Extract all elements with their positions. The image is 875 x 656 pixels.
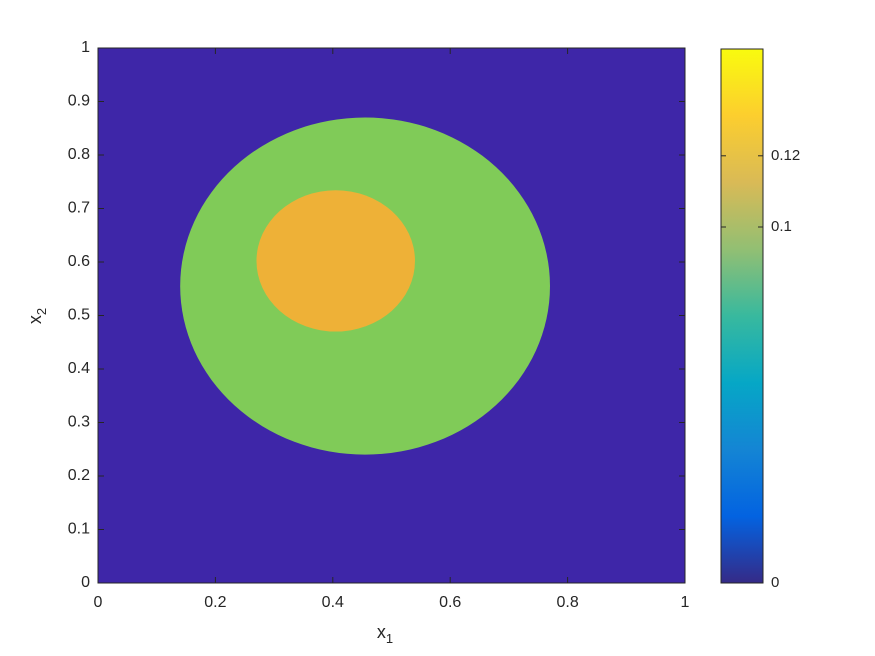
colorbar-tick-label: 0.12 bbox=[771, 147, 800, 164]
y-tick-label: 0 bbox=[81, 574, 90, 591]
y-tick-label: 0.5 bbox=[68, 307, 90, 324]
y-tick-label: 0.7 bbox=[68, 200, 90, 217]
y-tick-label: 0.1 bbox=[68, 521, 90, 538]
region bbox=[256, 190, 415, 332]
colorbar-tick-label: 0.1 bbox=[771, 218, 792, 235]
y-tick-label: 0.2 bbox=[68, 467, 90, 484]
x-label-sub: 1 bbox=[386, 631, 393, 646]
y-tick-label: 0.9 bbox=[68, 93, 90, 110]
y-label-sub: 2 bbox=[34, 308, 49, 315]
x-tick-label: 1 bbox=[681, 594, 690, 611]
y-tick-label: 0.8 bbox=[68, 146, 90, 163]
x-label-base: x bbox=[377, 622, 386, 642]
x-tick-label: 0.2 bbox=[204, 594, 226, 611]
y-label-base: x bbox=[25, 315, 45, 324]
y-axis-label: x2 bbox=[25, 308, 50, 324]
colorbar bbox=[720, 48, 764, 584]
x-tick-label: 0 bbox=[94, 594, 103, 611]
x-tick-label: 0.6 bbox=[439, 594, 461, 611]
y-tick-label: 1 bbox=[81, 39, 90, 56]
x-tick-label: 0.4 bbox=[322, 594, 344, 611]
x-tick-label: 0.8 bbox=[556, 594, 578, 611]
colorbar-tick-label: 0 bbox=[771, 574, 779, 591]
x-axis-label: x1 bbox=[377, 622, 393, 647]
y-tick-label: 0.3 bbox=[68, 414, 90, 431]
y-tick-label: 0.4 bbox=[68, 360, 90, 377]
y-tick-label: 0.6 bbox=[68, 253, 90, 270]
